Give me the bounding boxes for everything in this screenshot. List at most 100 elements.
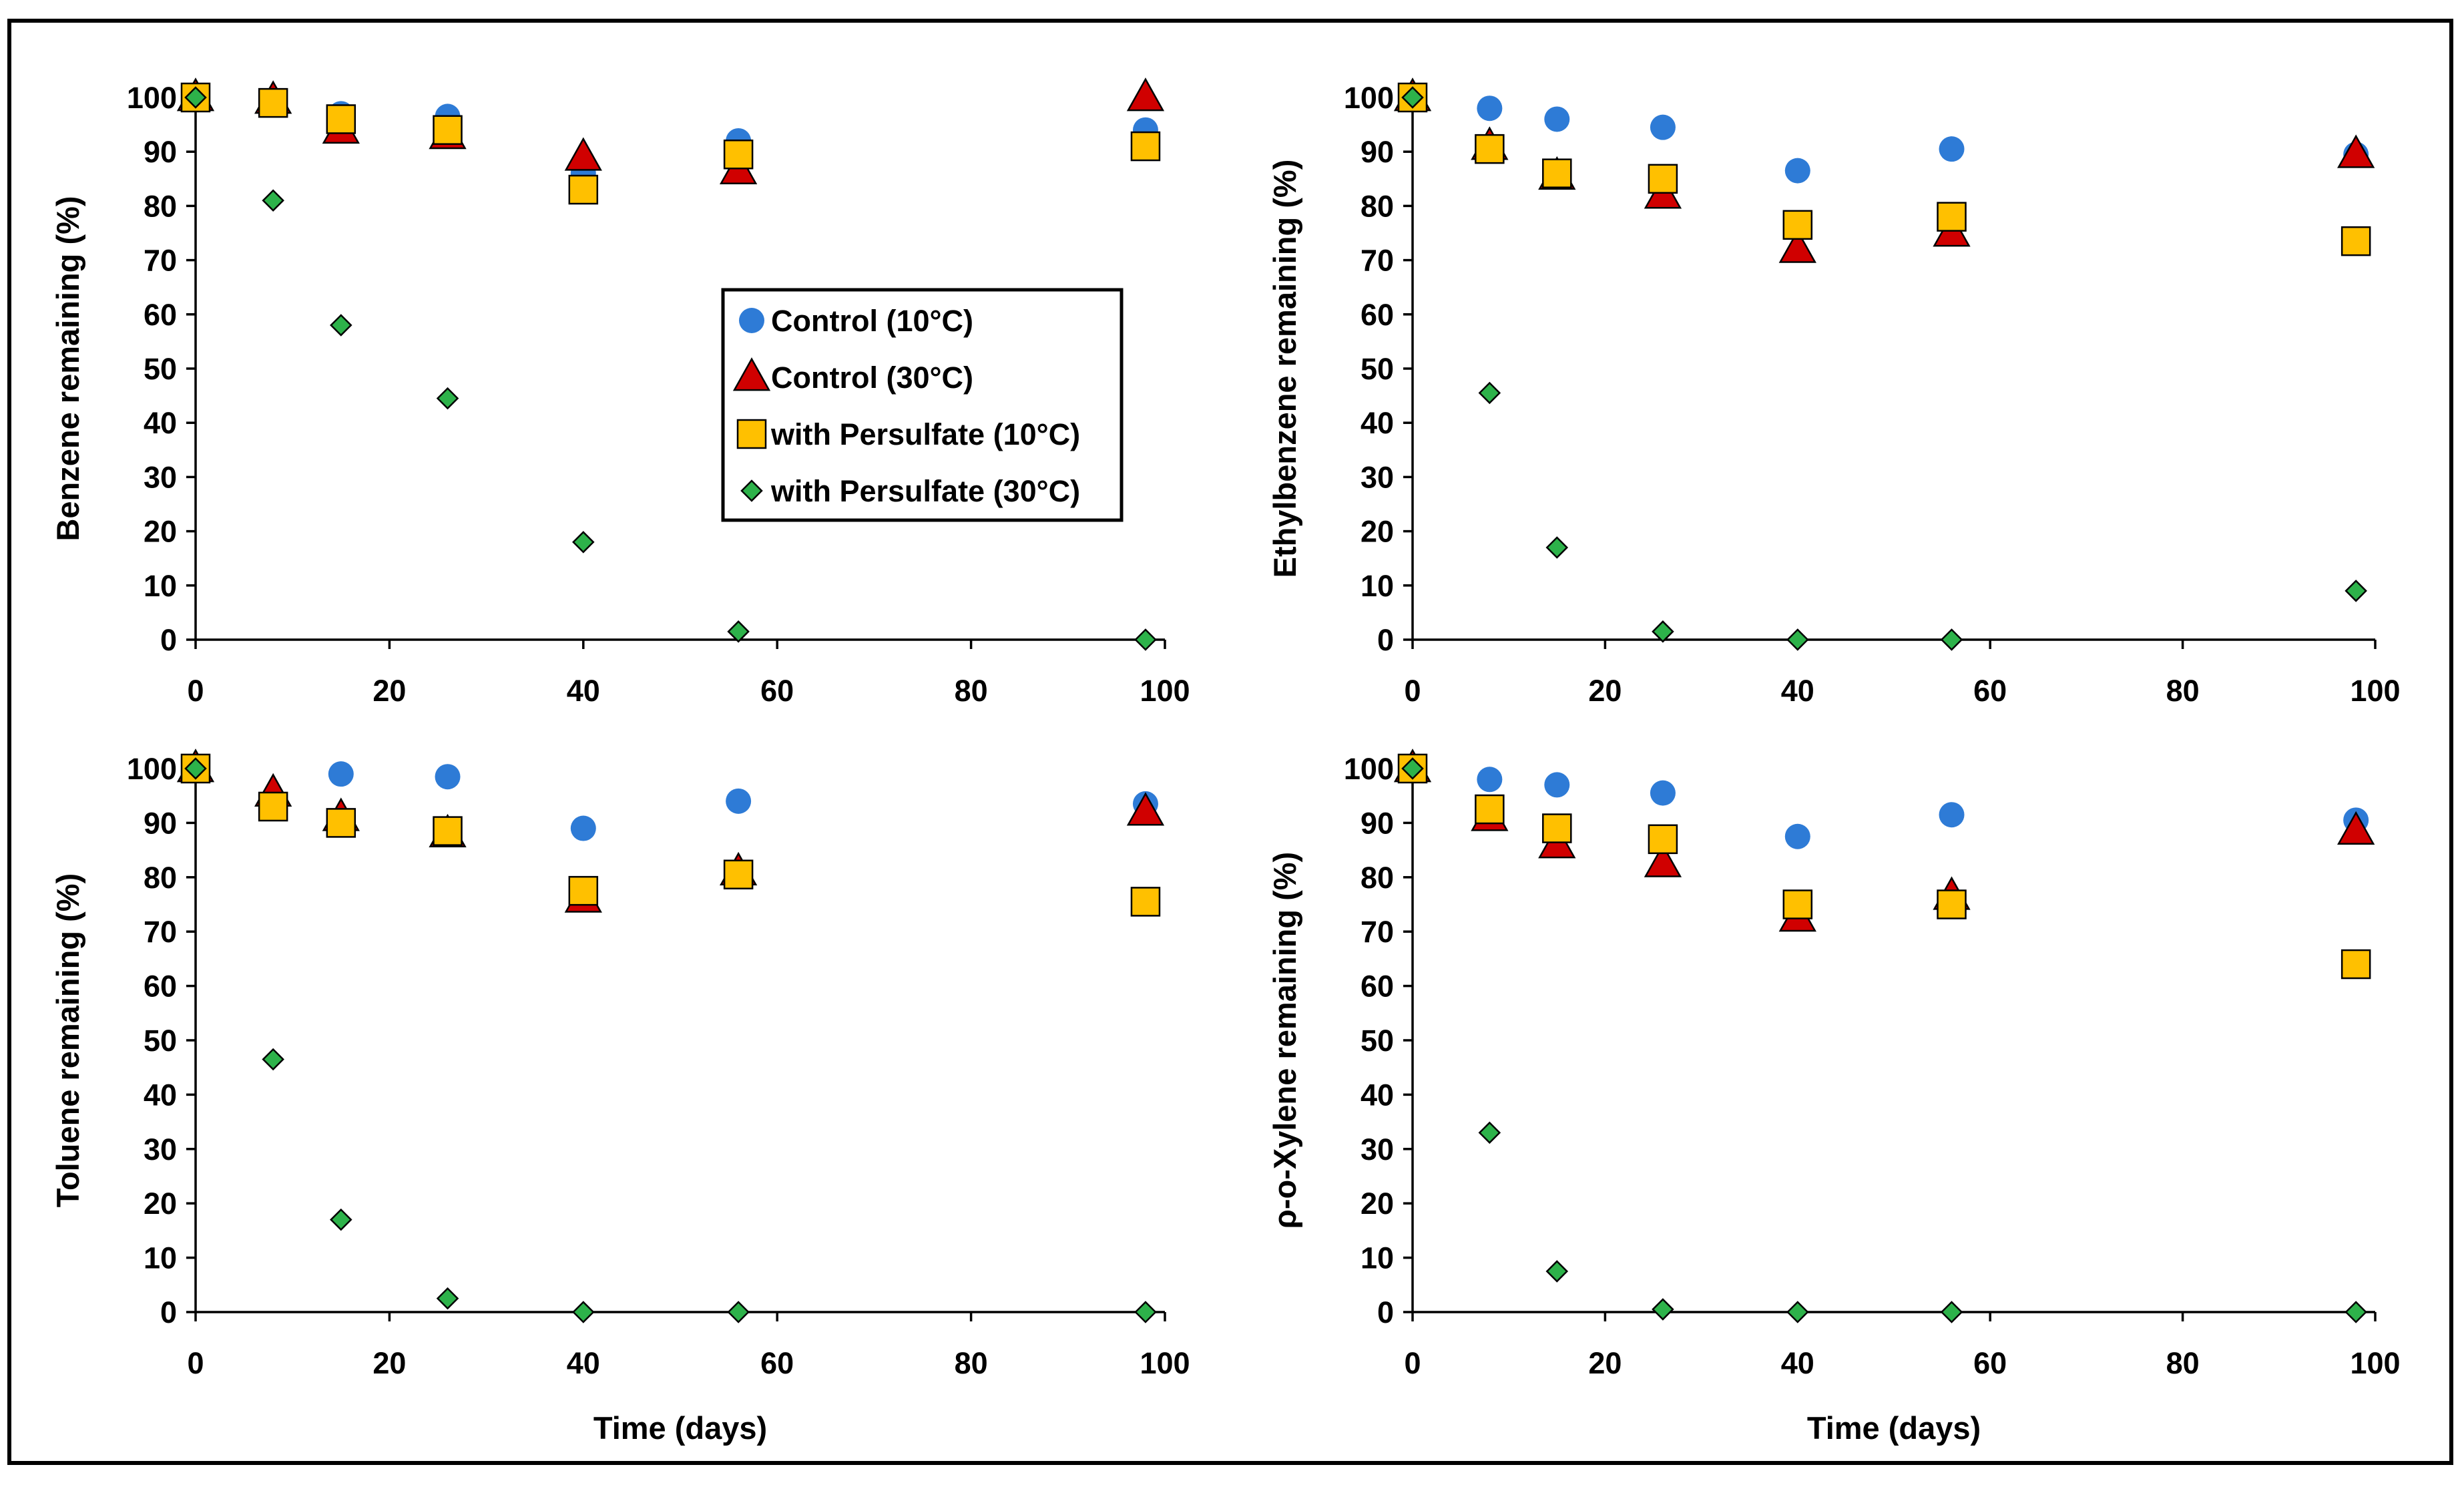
y-tick-label: 0 <box>160 1295 177 1329</box>
y-tick-label: 30 <box>1361 460 1394 494</box>
legend-label-persulfate-30c: with Persulfate (30°C) <box>770 474 1080 508</box>
data-point-persulfate-30c <box>727 620 750 643</box>
data-point-persulfate-10c <box>723 859 754 889</box>
data-point-control-10c <box>1544 106 1570 132</box>
data-point-control-10c <box>726 788 752 814</box>
x-tick-label: 20 <box>1588 1346 1622 1380</box>
legend-box <box>721 288 1124 522</box>
legend-marker-control-10c <box>739 308 764 333</box>
data-point-persulfate-10c <box>1782 210 1813 240</box>
data-point-persulfate-30c <box>1478 1121 1501 1144</box>
data-point-persulfate-30c <box>1401 757 1424 780</box>
x-tick-label: 80 <box>2166 674 2200 708</box>
y-tick-label: 60 <box>1361 970 1394 1004</box>
x-tick-label: 40 <box>567 1346 600 1380</box>
y-tick-label: 100 <box>127 752 177 786</box>
series-persulfate-30c <box>184 757 1157 1323</box>
y-tick-label: 30 <box>1361 1132 1394 1166</box>
y-tick-label: 100 <box>1344 81 1394 115</box>
data-point-persulfate-10c <box>433 115 463 145</box>
chart-panel-4: 0 10 20 30 40 50 60 70 80 90 100 0 20 40 60 80 100 ρ-o-Xy… <box>1267 749 2401 1446</box>
data-point-control-10c <box>1784 158 1810 184</box>
data-point-control-30c <box>1644 843 1682 877</box>
data-point-control-10c <box>1784 823 1810 849</box>
y-tick-label: 80 <box>144 189 177 223</box>
data-point-persulfate-10c <box>258 87 288 118</box>
data-point-persulfate-10c <box>1130 887 1161 917</box>
x-tick-label: 0 <box>1404 674 1421 708</box>
data-point-persulfate-30c <box>1652 1298 1674 1321</box>
legend: Control (10°C) Control (30°C) with Persulf… <box>721 288 1124 522</box>
x-tick-label: 100 <box>2350 1346 2400 1380</box>
legend-label-persulfate-10c: with Persulfate (10°C) <box>770 417 1080 451</box>
data-point-persulfate-10c <box>326 808 356 838</box>
y-tick-label: 100 <box>127 81 177 115</box>
y-tick-label: 70 <box>1361 915 1394 949</box>
y-axis-title: ρ-o-Xylene remaining (%) <box>1267 852 1302 1229</box>
y-tick-label: 20 <box>144 515 177 549</box>
data-point-persulfate-10c <box>1475 794 1505 825</box>
data-point-persulfate-10c <box>1782 889 1813 919</box>
x-tick-label: 100 <box>2350 674 2400 708</box>
x-tick-label: 100 <box>1140 674 1190 708</box>
data-point-persulfate-30c <box>436 387 459 410</box>
y-tick-label: 40 <box>144 406 177 440</box>
data-point-persulfate-30c <box>727 1301 750 1323</box>
data-point-persulfate-30c <box>1545 1260 1569 1283</box>
data-point-persulfate-30c <box>1478 381 1501 405</box>
chart-panel-3: 0 10 20 30 40 50 60 70 80 90 100 0 20 40 60 80 100 Toluen… <box>50 749 1190 1446</box>
x-tick-label: 60 <box>1973 1346 2007 1380</box>
data-point-persulfate-10c <box>1130 131 1161 162</box>
legend-marker-persulfate-30c <box>740 479 763 502</box>
y-tick-label: 60 <box>144 970 177 1004</box>
data-point-persulfate-30c <box>1940 628 1963 651</box>
data-point-control-10c <box>1544 772 1570 798</box>
chart-panel-2: 0 10 20 30 40 50 60 70 80 90 100 0 20 40 60 80 100 Ethylb… <box>1267 77 2401 708</box>
x-tick-label: 80 <box>955 674 988 708</box>
y-tick-label: 30 <box>144 1132 177 1166</box>
data-point-persulfate-10c <box>1937 889 1967 919</box>
y-tick-label: 20 <box>1361 1187 1394 1221</box>
x-tick-label: 40 <box>1781 1346 1814 1380</box>
y-axis-title: Ethylbenzene remaining (%) <box>1267 160 1302 578</box>
x-axis-title: Time (days) <box>1807 1410 1981 1446</box>
x-tick-label: 20 <box>373 674 406 708</box>
y-axis-title: Toluene remaining (%) <box>50 873 85 1208</box>
figure-border <box>7 19 2453 1465</box>
data-point-control-30c <box>1126 77 1165 112</box>
data-point-control-10c <box>1939 802 1965 828</box>
x-tick-label: 20 <box>1588 674 1622 708</box>
data-point-control-10c <box>1477 95 1503 122</box>
data-point-control-30c <box>2337 811 2375 845</box>
data-point-persulfate-10c <box>723 140 754 170</box>
y-tick-label: 70 <box>1361 244 1394 278</box>
data-point-control-10c <box>570 815 596 841</box>
data-point-persulfate-10c <box>1475 134 1505 164</box>
data-point-persulfate-30c <box>1652 620 1674 643</box>
x-tick-label: 60 <box>760 674 794 708</box>
chart-panel-1: 0 10 20 30 40 50 60 70 80 90 100 0 20 40 60 80 100 Benzen… <box>50 77 1190 708</box>
data-point-persulfate-30c <box>262 1048 284 1071</box>
data-point-control-10c <box>1939 136 1965 162</box>
series-persulfate-30c <box>1401 757 2367 1323</box>
y-axis-title: Benzene remaining (%) <box>50 196 85 541</box>
x-axis-title: Time (days) <box>593 1410 767 1446</box>
x-tick-label: 40 <box>1781 674 1814 708</box>
data-point-persulfate-30c <box>2345 1301 2367 1323</box>
data-point-persulfate-10c <box>2340 226 2371 256</box>
data-point-persulfate-10c <box>433 816 463 846</box>
data-point-control-30c <box>1778 229 1816 263</box>
data-point-persulfate-30c <box>1401 86 1424 109</box>
y-tick-label: 80 <box>144 861 177 895</box>
y-tick-label: 50 <box>1361 352 1394 386</box>
data-point-control-10c <box>1477 767 1503 793</box>
data-point-persulfate-10c <box>258 791 288 822</box>
y-tick-label: 100 <box>1344 752 1394 786</box>
data-point-persulfate-30c <box>262 189 284 212</box>
y-tick-label: 50 <box>1361 1024 1394 1058</box>
y-tick-label: 10 <box>1361 1241 1394 1275</box>
data-point-persulfate-30c <box>1134 628 1157 651</box>
y-tick-label: 40 <box>1361 406 1394 440</box>
legend-label-control-10c: Control (10°C) <box>771 304 973 338</box>
y-tick-label: 20 <box>144 1187 177 1221</box>
